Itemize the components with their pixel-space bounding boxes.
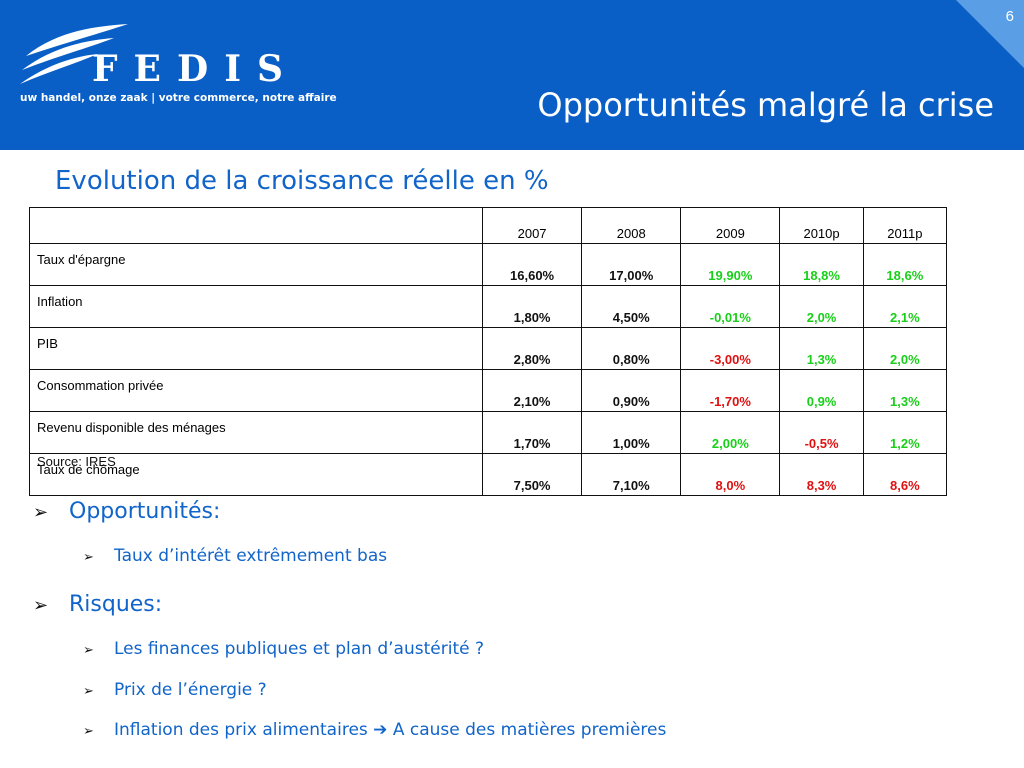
bullet-text: Inflation des prix alimentaires (114, 720, 368, 740)
bullet-inflation: ➢ Inflation des prix alimentaires ➔ A cau… (83, 720, 666, 740)
fedis-logo-wing-icon (20, 24, 128, 84)
row-label: Taux de chômage (29, 453, 483, 496)
table-cell: 1,3% (779, 327, 864, 370)
bullet-text: Les finances publiques et plan d’austéri… (114, 639, 484, 659)
row-label: Taux d'épargne (29, 243, 483, 286)
bullet-energie: ➢ Prix de l’énergie ? (83, 680, 267, 700)
bullet-arrow-icon: ➢ (83, 643, 94, 658)
bullet-arrow-icon: ➢ (83, 550, 94, 565)
table-cell: 16,60% (481, 243, 583, 286)
table-row: Revenu disponible des ménages 1,70% 1,00% 2… (29, 411, 948, 454)
page-corner-fold (956, 0, 1024, 68)
bullet-text: Opportunités: (69, 499, 221, 524)
table-cell: 7,50% (481, 453, 583, 496)
table-cell: 2,0% (779, 285, 864, 328)
table-header-row: 2007 2008 2009 2010p 2011p (29, 207, 948, 244)
table-cell: 8,0% (680, 453, 781, 496)
table-cell: 1,80% (481, 285, 583, 328)
table-cell: -3,00% (680, 327, 781, 370)
table-cell: 4,50% (581, 285, 682, 328)
table-cell: 2,1% (862, 285, 948, 328)
table-subtitle: Evolution de la croissance réelle en % (55, 166, 549, 196)
logo-tagline: uw handel, onze zaak | votre commerce, n… (20, 92, 337, 104)
bullet-risques: ➢ Risques: (33, 592, 162, 617)
right-arrow-icon: ➔ (373, 720, 388, 740)
slide-number: 6 (1005, 8, 1014, 25)
table-cell: -0,5% (779, 411, 864, 454)
table-cell: 7,10% (581, 453, 682, 496)
table-cell: 18,8% (779, 243, 864, 286)
bullet-text: Risques: (69, 592, 163, 617)
table-row: Taux d'épargne 16,60% 17,00% 19,90% 18,8% 18,… (29, 243, 948, 286)
table-cell: 2,00% (680, 411, 781, 454)
table-cell: 2,10% (481, 369, 583, 412)
table-cell: 17,00% (581, 243, 682, 286)
bullet-arrow-icon: ➢ (33, 502, 49, 523)
table-header-year: 2010p (779, 207, 864, 244)
table-cell: 1,70% (481, 411, 583, 454)
table-cell: 0,9% (779, 369, 864, 412)
growth-table: 2007 2008 2009 2010p 2011p Taux d'épargn… (29, 207, 948, 496)
table-cell: -1,70% (680, 369, 781, 412)
bullet-taux: ➢ Taux d’intérêt extrêmement bas (83, 546, 387, 566)
bullet-text: Taux d’intérêt extrêmement bas (114, 546, 388, 566)
bullet-opportunites: ➢ Opportunités: (33, 499, 220, 524)
table-cell: 2,0% (862, 327, 948, 370)
table-cell: 8,3% (779, 453, 864, 496)
table-header-year: 2009 (680, 207, 781, 244)
table-cell: 1,3% (862, 369, 948, 412)
table-header-year: 2008 (581, 207, 682, 244)
table-cell: 19,90% (680, 243, 781, 286)
table-cell: 1,2% (862, 411, 948, 454)
bullet-arrow-icon: ➢ (83, 724, 94, 739)
table-row: Inflation 1,80% 4,50% -0,01% 2,0% 2,1% (29, 285, 948, 328)
table-cell: 0,90% (581, 369, 682, 412)
header-banner: 6 FEDIS uw handel, onze zaak | votre com… (0, 0, 1024, 150)
table-cell: 8,6% (862, 453, 948, 496)
row-label: Inflation (29, 285, 483, 328)
bullet-text: A cause des matières premières (392, 720, 667, 740)
table-header-year: 2007 (481, 207, 583, 244)
table-row: Taux de chômage 7,50% 7,10% 8,0% 8,3% 8,6% (29, 453, 948, 496)
table-row: PIB 2,80% 0,80% -3,00% 1,3% 2,0% (29, 327, 948, 370)
table-header-year: 2011p (862, 207, 948, 244)
table-body: Taux d'épargne 16,60% 17,00% 19,90% 18,8% 18,… (29, 243, 948, 496)
table-header-empty (29, 207, 483, 244)
slide-title: Opportunités malgré la crise (537, 86, 994, 124)
table-cell: 0,80% (581, 327, 682, 370)
table-cell: 1,00% (581, 411, 682, 454)
table-row: Consommation privée 2,10% 0,90% -1,70% 0,9% 1… (29, 369, 948, 412)
row-label: PIB (29, 327, 483, 370)
table-cell: -0,01% (680, 285, 781, 328)
bullet-finances: ➢ Les finances publiques et plan d’austér… (83, 639, 484, 659)
table-cell: 18,6% (862, 243, 948, 286)
table-source: Source: IRES (37, 454, 116, 469)
bullet-arrow-icon: ➢ (83, 684, 94, 699)
row-label: Consommation privée (29, 369, 483, 412)
fedis-logo-text: FEDIS (92, 48, 300, 90)
table-cell: 2,80% (481, 327, 583, 370)
bullet-text: Prix de l’énergie ? (114, 680, 267, 700)
bullet-arrow-icon: ➢ (33, 595, 49, 616)
row-label: Revenu disponible des ménages (29, 411, 483, 454)
